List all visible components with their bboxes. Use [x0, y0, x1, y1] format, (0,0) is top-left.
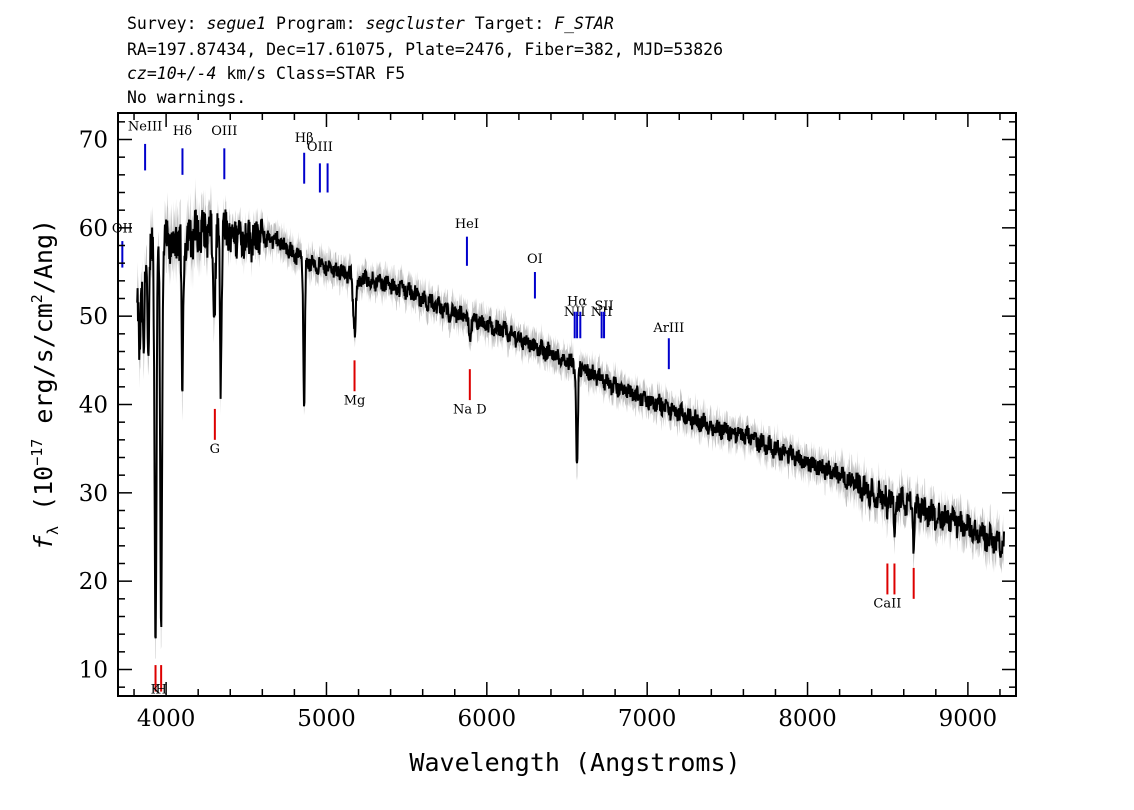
y-tick-label: 10	[79, 658, 108, 684]
emission-line-label: OIII	[307, 140, 333, 155]
y-tick-label: 60	[79, 216, 108, 242]
absorption-line-label: CaII	[873, 597, 901, 612]
flux-line	[136, 209, 1005, 639]
x-tick-label: 9000	[939, 706, 998, 732]
emission-line-label: NeIII	[128, 120, 162, 135]
absorption-line-label: G	[210, 442, 220, 457]
header-line-3: cz=10+/-4 km/s Class=STAR F5	[127, 64, 405, 83]
x-tick-label: 7000	[618, 706, 677, 732]
header-line-4: No warnings.	[127, 88, 246, 107]
emission-line-label: Hδ	[173, 124, 192, 139]
x-tick-label: 8000	[778, 706, 837, 732]
y-axis-label: fλ (10−17 erg/s/cm2/Ang)	[28, 219, 62, 550]
y-tick-label: 20	[79, 569, 108, 595]
x-tick-label: 4000	[137, 706, 196, 732]
absorption-line-label: H	[155, 682, 166, 697]
x-axis-label: Wavelength (Angstroms)	[409, 748, 740, 777]
emission-line-label: OIII	[211, 124, 237, 139]
axis-labels: 4000 5000 6000 7000 8000 9000 10 20 30 40 50 60 70 Wa…	[28, 128, 997, 778]
emission-line-label: HeI	[455, 217, 479, 232]
x-tick-label: 6000	[458, 706, 517, 732]
emission-line-label: OI	[527, 252, 543, 267]
x-tick-label: 5000	[297, 706, 356, 732]
absorption-line-label: Mg	[344, 394, 366, 409]
flux-spectrum	[136, 209, 1005, 639]
error-band-area	[137, 178, 1004, 659]
y-tick-label: 40	[79, 393, 108, 419]
axis-ticks	[118, 113, 1016, 696]
y-tick-label: 30	[79, 481, 108, 507]
absorption-line-label: K	[151, 682, 161, 697]
emission-line-label: NII	[591, 305, 613, 320]
emission-line-label: OII	[112, 221, 133, 236]
y-tick-label: 50	[79, 304, 108, 330]
header-line-2: RA=197.87434, Dec=17.61075, Plate=2476, …	[127, 40, 723, 59]
error-band	[137, 178, 1004, 659]
emission-line-label: ArIII	[652, 321, 684, 336]
emission-line-label: Hα	[567, 295, 587, 310]
header-line-1: Survey: segue1 Program: segcluster Targe…	[127, 14, 614, 33]
y-tick-label: 70	[79, 128, 108, 154]
emission-line-label: Hβ	[295, 131, 314, 146]
header-info: Survey: segue1 Program: segcluster Targe…	[127, 14, 723, 107]
absorption-line-label: Na D	[453, 402, 487, 417]
emission-line-label: SII	[594, 299, 613, 314]
